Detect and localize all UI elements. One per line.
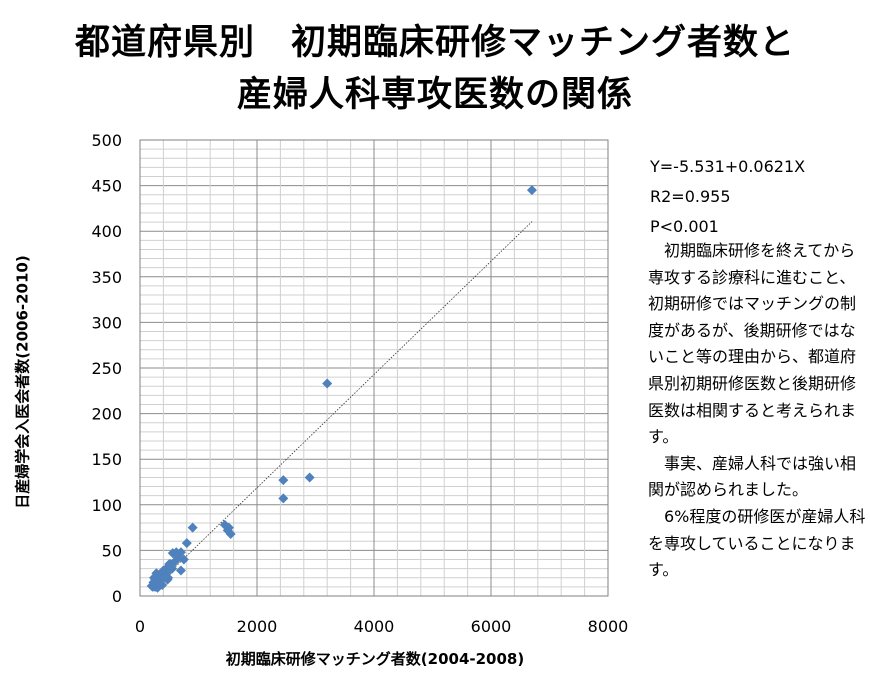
note-paragraph-2: 事実、産婦人科では強い相関が認められました。 bbox=[648, 453, 857, 500]
x-tick-label: 6000 bbox=[471, 617, 512, 636]
y-tick-label: 0 bbox=[112, 587, 122, 606]
r-squared: R2=0.955 bbox=[650, 187, 731, 206]
data-point bbox=[322, 378, 333, 389]
y-tick-label: 100 bbox=[91, 496, 122, 515]
data-point bbox=[164, 559, 175, 570]
y-axis-label: 日産婦学会入医会者数(2006-2010) bbox=[13, 255, 32, 509]
data-point bbox=[157, 580, 168, 591]
data-point bbox=[175, 565, 186, 576]
chart-title-line2: 産婦人科専攻医数の関係 bbox=[236, 75, 633, 115]
x-tick-label: 8000 bbox=[588, 617, 629, 636]
note-paragraph-3: 6%程度の研修医が産婦人科を専攻していることになります。 bbox=[648, 506, 866, 580]
y-tick-label: 150 bbox=[91, 450, 122, 469]
grid bbox=[139, 139, 609, 597]
plot-area bbox=[139, 139, 609, 597]
axis-ticks: 0 50 100 150 200 250 300 350 400 450 500 0 2000 4000 6… bbox=[91, 131, 628, 636]
x-tick-label: 2000 bbox=[237, 617, 278, 636]
trendline bbox=[151, 221, 533, 591]
data-point bbox=[181, 538, 192, 549]
explanation-note: 初期臨床研修を終えてから専攻する診療科に進むこと、初期研修ではマッチングの制度が… bbox=[648, 238, 870, 584]
y-tick-label: 400 bbox=[91, 222, 122, 241]
chart-title-line1: 都道府県別 初期臨床研修マッチング者数と bbox=[74, 23, 795, 63]
data-point bbox=[278, 493, 289, 504]
data-point bbox=[304, 472, 315, 483]
y-tick-label: 250 bbox=[91, 359, 122, 378]
data-point bbox=[187, 522, 198, 533]
y-tick-label: 450 bbox=[91, 177, 122, 196]
data-point bbox=[526, 185, 537, 196]
y-tick-label: 200 bbox=[91, 405, 122, 424]
x-tick-label: 0 bbox=[135, 617, 145, 636]
regression-stats: Y=-5.531+0.0621X R2=0.955 P<0.001 bbox=[650, 152, 805, 242]
data-point bbox=[162, 574, 173, 585]
data-point bbox=[223, 522, 234, 533]
y-tick-label: 50 bbox=[102, 541, 122, 560]
p-value: P<0.001 bbox=[650, 217, 719, 236]
x-tick-label: 4000 bbox=[354, 617, 395, 636]
regression-equation: Y=-5.531+0.0621X bbox=[650, 157, 806, 176]
data-point bbox=[151, 580, 162, 591]
note-paragraph-1: 初期臨床研修を終えてから専攻する診療科に進むこと、初期研修ではマッチングの制度が… bbox=[648, 241, 857, 447]
x-axis-label: 初期臨床研修マッチング者数(2004-2008) bbox=[225, 650, 525, 668]
y-tick-label: 350 bbox=[91, 268, 122, 287]
data-points bbox=[146, 185, 537, 593]
y-tick-label: 500 bbox=[91, 131, 122, 150]
data-point bbox=[278, 475, 289, 486]
y-tick-label: 300 bbox=[91, 313, 122, 332]
